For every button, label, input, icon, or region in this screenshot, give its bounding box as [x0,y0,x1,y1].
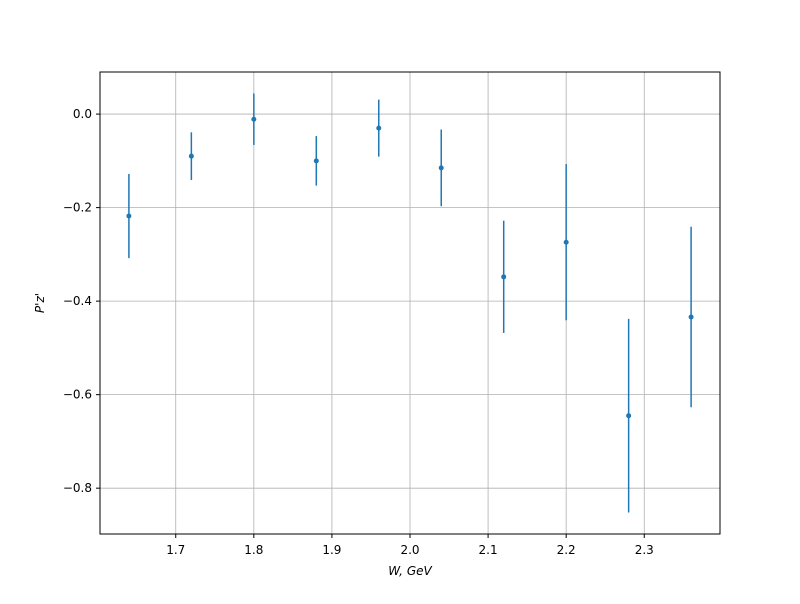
y-tick-label: −0.2 [63,201,92,215]
data-point [688,314,694,320]
y-axis-label: P'z' [33,293,47,313]
x-axis-label: W, GeV [388,564,432,578]
data-point [313,158,319,164]
x-tick-label: 2.1 [479,543,498,557]
data-point [251,116,257,122]
data-point [438,165,444,171]
data-point [188,153,194,159]
x-tick-label: 2.3 [635,543,654,557]
y-tick-label: 0.0 [73,107,92,121]
data-point [626,413,632,419]
x-tick-label: 1.9 [322,543,341,557]
data-point [501,274,507,280]
y-tick-label: −0.6 [63,388,92,402]
y-tick-label: −0.8 [63,481,92,495]
x-tick-label: 2.0 [400,543,419,557]
x-tick-label: 2.2 [557,543,576,557]
data-point [126,213,132,219]
data-point [376,125,382,131]
data-point [563,239,569,245]
x-tick-label: 1.7 [166,543,185,557]
y-tick-label: −0.4 [63,294,92,308]
x-tick-label: 1.8 [244,543,263,557]
plot-frame [99,71,721,535]
